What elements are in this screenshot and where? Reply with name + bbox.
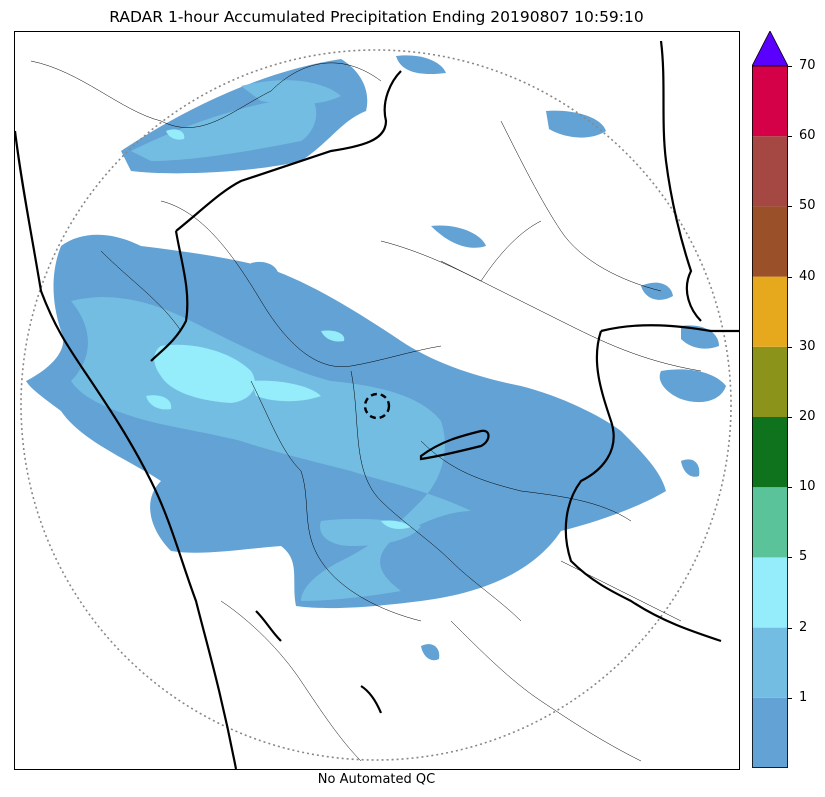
colorbar-tick-mark	[788, 417, 792, 418]
radar-map-canvas	[15, 40, 739, 769]
colorbar-segment	[752, 276, 788, 347]
colorbar-tick-mark	[788, 487, 792, 489]
state-boundaries	[15, 40, 739, 769]
colorbar-tick-label: 2	[799, 619, 808, 635]
colorbar-tick-mark	[788, 136, 792, 138]
colorbar-segment	[752, 206, 788, 277]
colorbar-tick-label: 70	[799, 58, 816, 73]
radar-site-marker	[363, 392, 391, 420]
colorbar	[752, 31, 788, 768]
colorbar-extend-arrow	[752, 31, 788, 67]
colorbar-tick-label: 1	[799, 689, 808, 705]
colorbar-tick-mark	[788, 276, 792, 278]
colorbar-graphic	[752, 31, 788, 768]
colorbar-tick-mark	[788, 697, 792, 699]
colorbar-tick-mark	[788, 557, 792, 559]
qc-note: No Automated QC	[317, 772, 436, 787]
district-boundaries	[30, 60, 702, 762]
colorbar-segment	[752, 557, 788, 628]
colorbar-tick-label: 60	[799, 128, 816, 144]
colorbar-tick-label: 20	[799, 409, 816, 424]
colorbar-tick-label: 5	[799, 549, 808, 565]
colorbar-outline	[752, 65, 788, 768]
colorbar-segment	[752, 697, 788, 768]
colorbar-segment	[752, 136, 788, 207]
colorbar-tick-mark	[788, 206, 792, 208]
colorbar-segment	[752, 417, 788, 488]
colorbar-tick-label: 30	[799, 338, 816, 354]
radar-map[interactable]	[14, 31, 740, 770]
colorbar-segment	[752, 487, 788, 558]
map-title: RADAR 1-hour Accumulated Precipitation E…	[109, 8, 644, 26]
colorbar-tick-label: 50	[799, 198, 816, 214]
colorbar-segment	[752, 346, 788, 417]
precip-layer-5mm	[146, 129, 411, 529]
colorbar-tick-mark	[788, 346, 792, 348]
colorbar-tick-mark	[788, 66, 792, 67]
colorbar-tick-mark	[788, 627, 792, 629]
range-ring	[20, 49, 732, 761]
colorbar-tick-label: 10	[799, 479, 816, 495]
colorbar-segment	[752, 66, 788, 137]
colorbar-segment	[752, 627, 788, 698]
colorbar-tick-label: 40	[799, 268, 816, 284]
